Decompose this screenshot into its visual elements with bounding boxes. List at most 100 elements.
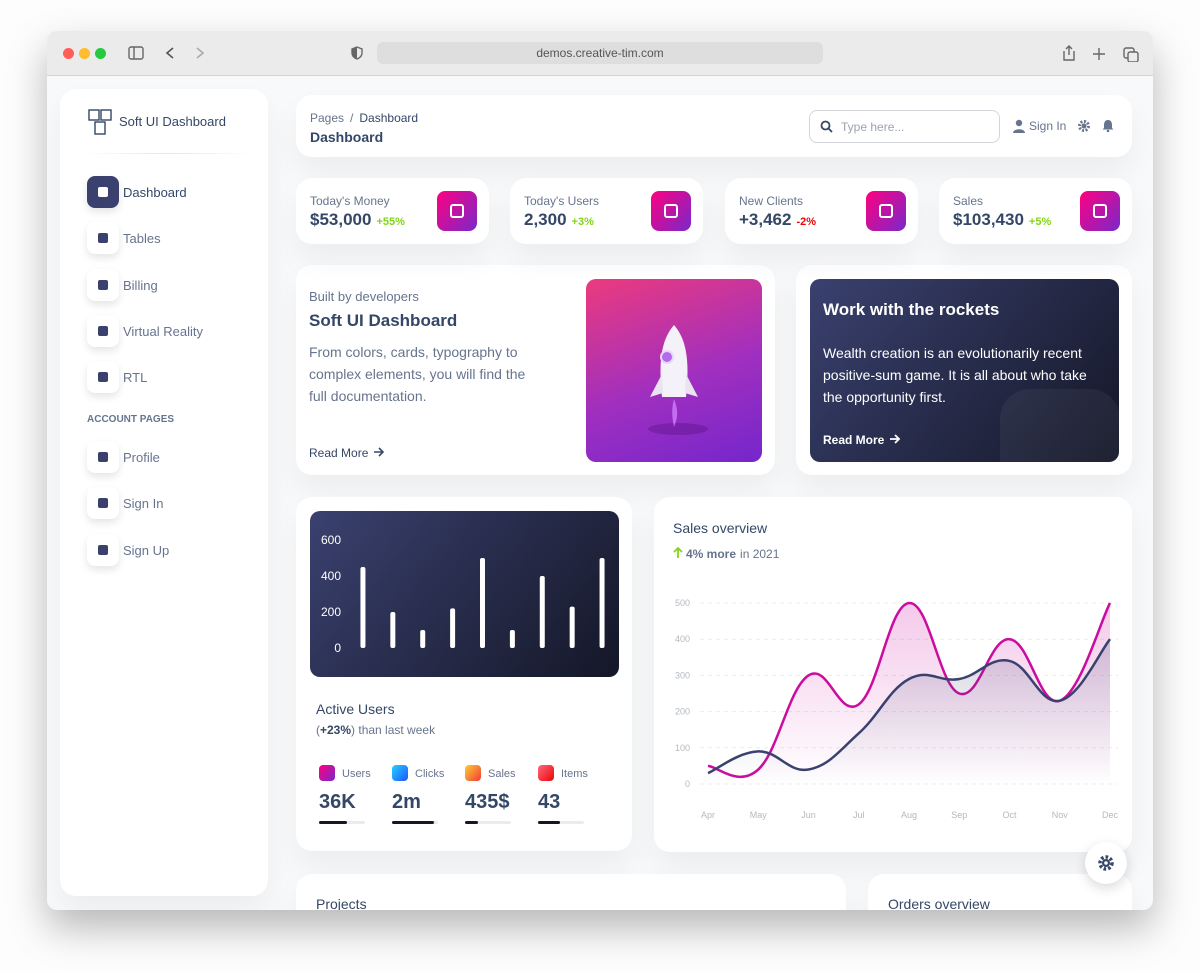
icon-glyph	[879, 204, 893, 218]
arrow-icon	[374, 447, 385, 457]
brand-logo	[88, 109, 112, 135]
stat-card: Sales $103,430 +5%	[939, 178, 1132, 244]
stat-change: +3%	[571, 216, 594, 228]
progress-track	[319, 821, 365, 824]
metric-icon	[538, 765, 554, 781]
card-title: Sales overview	[673, 520, 768, 536]
icon-glyph	[98, 452, 108, 462]
nav-icons[interactable]	[127, 45, 217, 61]
nav-link[interactable]: RTL	[123, 370, 148, 386]
metric-label: Users	[342, 768, 371, 780]
read-more-link[interactable]: Read More	[823, 433, 901, 447]
nav-icon	[87, 441, 119, 473]
stat-change: -2%	[796, 216, 817, 228]
breadcrumb-item: Dashboard	[359, 111, 419, 125]
eyebrow: Built by developers	[309, 289, 419, 304]
read-more-link[interactable]: Read More	[309, 446, 385, 460]
search-icon	[820, 120, 833, 133]
metric-label: Sales	[488, 768, 516, 780]
stat-card: New Clients +3,462 -2%	[725, 178, 918, 244]
viewport: demos.creative-tim.com Soft UI Dashboard…	[47, 31, 1153, 910]
card-subtitle: 4% more in 2021	[673, 546, 780, 561]
metric-label: Clicks	[415, 768, 445, 780]
up-arrow	[673, 546, 683, 558]
nav-link[interactable]: Virtual Reality	[123, 323, 203, 339]
nav-icon	[87, 176, 119, 208]
rockets-panel: Work with the rockets Wealth creation is…	[810, 279, 1119, 462]
subtitle-part: (	[316, 723, 320, 737]
icon-glyph	[98, 498, 108, 509]
nav-icon	[87, 268, 119, 301]
progress-fill	[465, 821, 478, 824]
icon-glyph	[98, 187, 108, 197]
card-title: Soft UI Dashboard	[309, 311, 458, 330]
zoom-button[interactable]	[95, 48, 106, 59]
icon-glyph	[98, 233, 108, 244]
progress-track	[465, 821, 511, 824]
metric-label: Items	[561, 768, 588, 780]
nav-icon	[87, 314, 119, 347]
card-title: Work with the rockets	[823, 300, 1000, 319]
notifications-icon[interactable]	[1102, 119, 1114, 132]
card-title: Active Users	[316, 701, 395, 717]
nav-icon	[87, 533, 119, 566]
stat-value: $103,430	[953, 210, 1024, 229]
nav-link[interactable]: Sign In	[123, 496, 164, 512]
sales-overview-card: Sales overview 4% more in 2021	[654, 497, 1132, 852]
settings-icon[interactable]	[1078, 120, 1090, 132]
icon-glyph	[98, 372, 108, 383]
stat-row: $53,000 +55%	[310, 210, 405, 230]
subtitle-part: ) than last week	[351, 723, 436, 737]
address-bar[interactable]: demos.creative-tim.com	[377, 42, 823, 64]
configurator-button[interactable]	[1085, 842, 1127, 884]
metric-icon	[392, 765, 408, 781]
card-subtitle: (+23%) than last week	[316, 723, 435, 737]
browser-actions[interactable]	[1060, 44, 1140, 62]
brand-name: Soft UI Dashboard	[119, 114, 226, 129]
progress-fill	[392, 821, 434, 824]
link-text: Read More	[823, 433, 885, 447]
stat-change: +5%	[1028, 216, 1052, 228]
icon-glyph	[664, 204, 678, 218]
search-box[interactable]: Type here...	[809, 110, 1000, 143]
rockets-card: Work with the rockets Wealth creation is…	[796, 265, 1132, 475]
metric-value: 435$	[465, 791, 510, 813]
intro-card: Built by developers Soft UI Dashboard Fr…	[296, 265, 775, 475]
breadcrumb: Pages / Dashboard	[310, 111, 424, 125]
icon-glyph	[1093, 204, 1107, 218]
sign-in-link[interactable]: Sign In	[1029, 119, 1067, 133]
metric-icon	[465, 765, 481, 781]
stat-label: Today's Users	[524, 194, 599, 208]
stat-change: +55%	[376, 216, 405, 228]
card-title: Projects	[316, 896, 367, 910]
icon-glyph	[98, 325, 108, 336]
breadcrumb-item[interactable]: Pages	[310, 111, 345, 125]
nav-link[interactable]: Sign Up	[123, 542, 170, 558]
minimize-button[interactable]	[79, 48, 90, 59]
nav-link[interactable]: Billing	[123, 277, 158, 293]
nav-link[interactable]: Profile	[123, 450, 160, 465]
stat-value: 2,300	[524, 210, 567, 229]
stat-card: Today's Users 2,300 +3%	[510, 178, 703, 244]
stat-card: Today's Money $53,000 +55%	[296, 178, 489, 244]
card-title: Orders overview	[888, 896, 990, 910]
nav-link[interactable]: Tables	[123, 231, 161, 247]
nav-link[interactable]: Dashboard	[123, 185, 187, 200]
period: in 2021	[740, 547, 780, 561]
nav-icon	[87, 487, 119, 520]
metric-value: 2m	[392, 791, 421, 813]
browser-window: demos.creative-tim.com Soft UI Dashboard…	[47, 31, 1153, 910]
navbar: Pages / Dashboard Dashboard Type here... S…	[296, 95, 1132, 157]
metric-icon	[319, 765, 335, 781]
stat-row: $103,430 +5%	[953, 210, 1051, 230]
stat-icon	[437, 191, 477, 231]
highlight: 4% more	[686, 547, 737, 561]
metric-value: 43	[538, 791, 561, 813]
link-text: Read More	[309, 446, 369, 460]
stat-value: +3,462	[739, 210, 792, 229]
metric-value: 36K	[319, 791, 356, 813]
close-button[interactable]	[63, 48, 74, 59]
user-icon	[1013, 119, 1025, 133]
progress-track	[538, 821, 584, 824]
